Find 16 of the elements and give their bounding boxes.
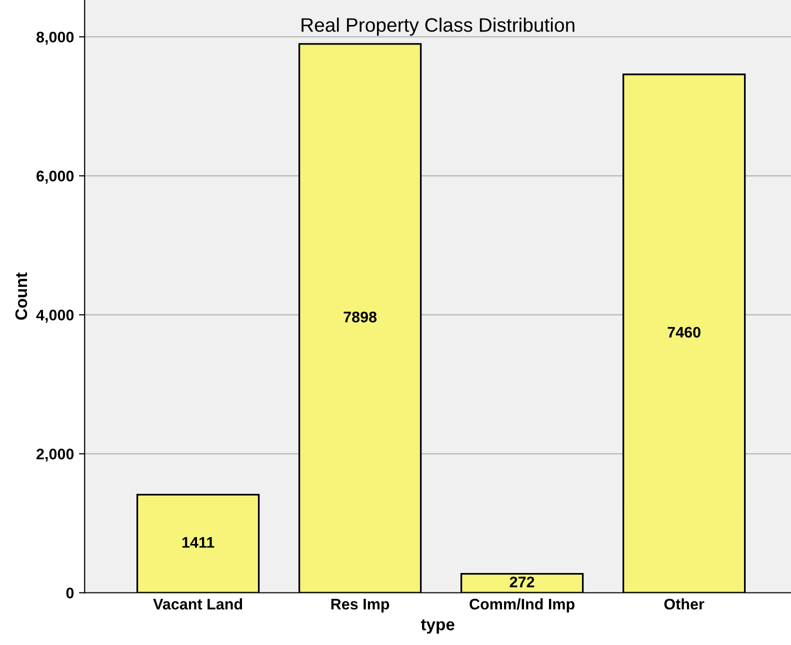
x-tick-label: Other bbox=[664, 598, 704, 610]
y-tick-label: 2,000 bbox=[36, 448, 74, 462]
y-tick-label: 6,000 bbox=[36, 170, 74, 184]
data-label: 1411 bbox=[182, 537, 214, 548]
y-tick-label: 4,000 bbox=[36, 310, 74, 323]
data-label: 272 bbox=[510, 576, 534, 588]
data-label: 7460 bbox=[668, 326, 700, 338]
x-tick-label: Comm/Ind Imp bbox=[470, 598, 574, 613]
y-tick-label: 0 bbox=[66, 588, 74, 598]
y-tick-label: 8,000 bbox=[36, 32, 74, 45]
x-tick-label: Res Imp bbox=[331, 598, 390, 613]
y-axis-title: Count bbox=[15, 272, 28, 320]
x-tick-label: Vacant Land bbox=[153, 598, 242, 610]
x-axis-title: type bbox=[420, 619, 454, 634]
data-label: 7898 bbox=[344, 312, 377, 322]
text: Real Property Class Distribution bbox=[302, 18, 574, 36]
